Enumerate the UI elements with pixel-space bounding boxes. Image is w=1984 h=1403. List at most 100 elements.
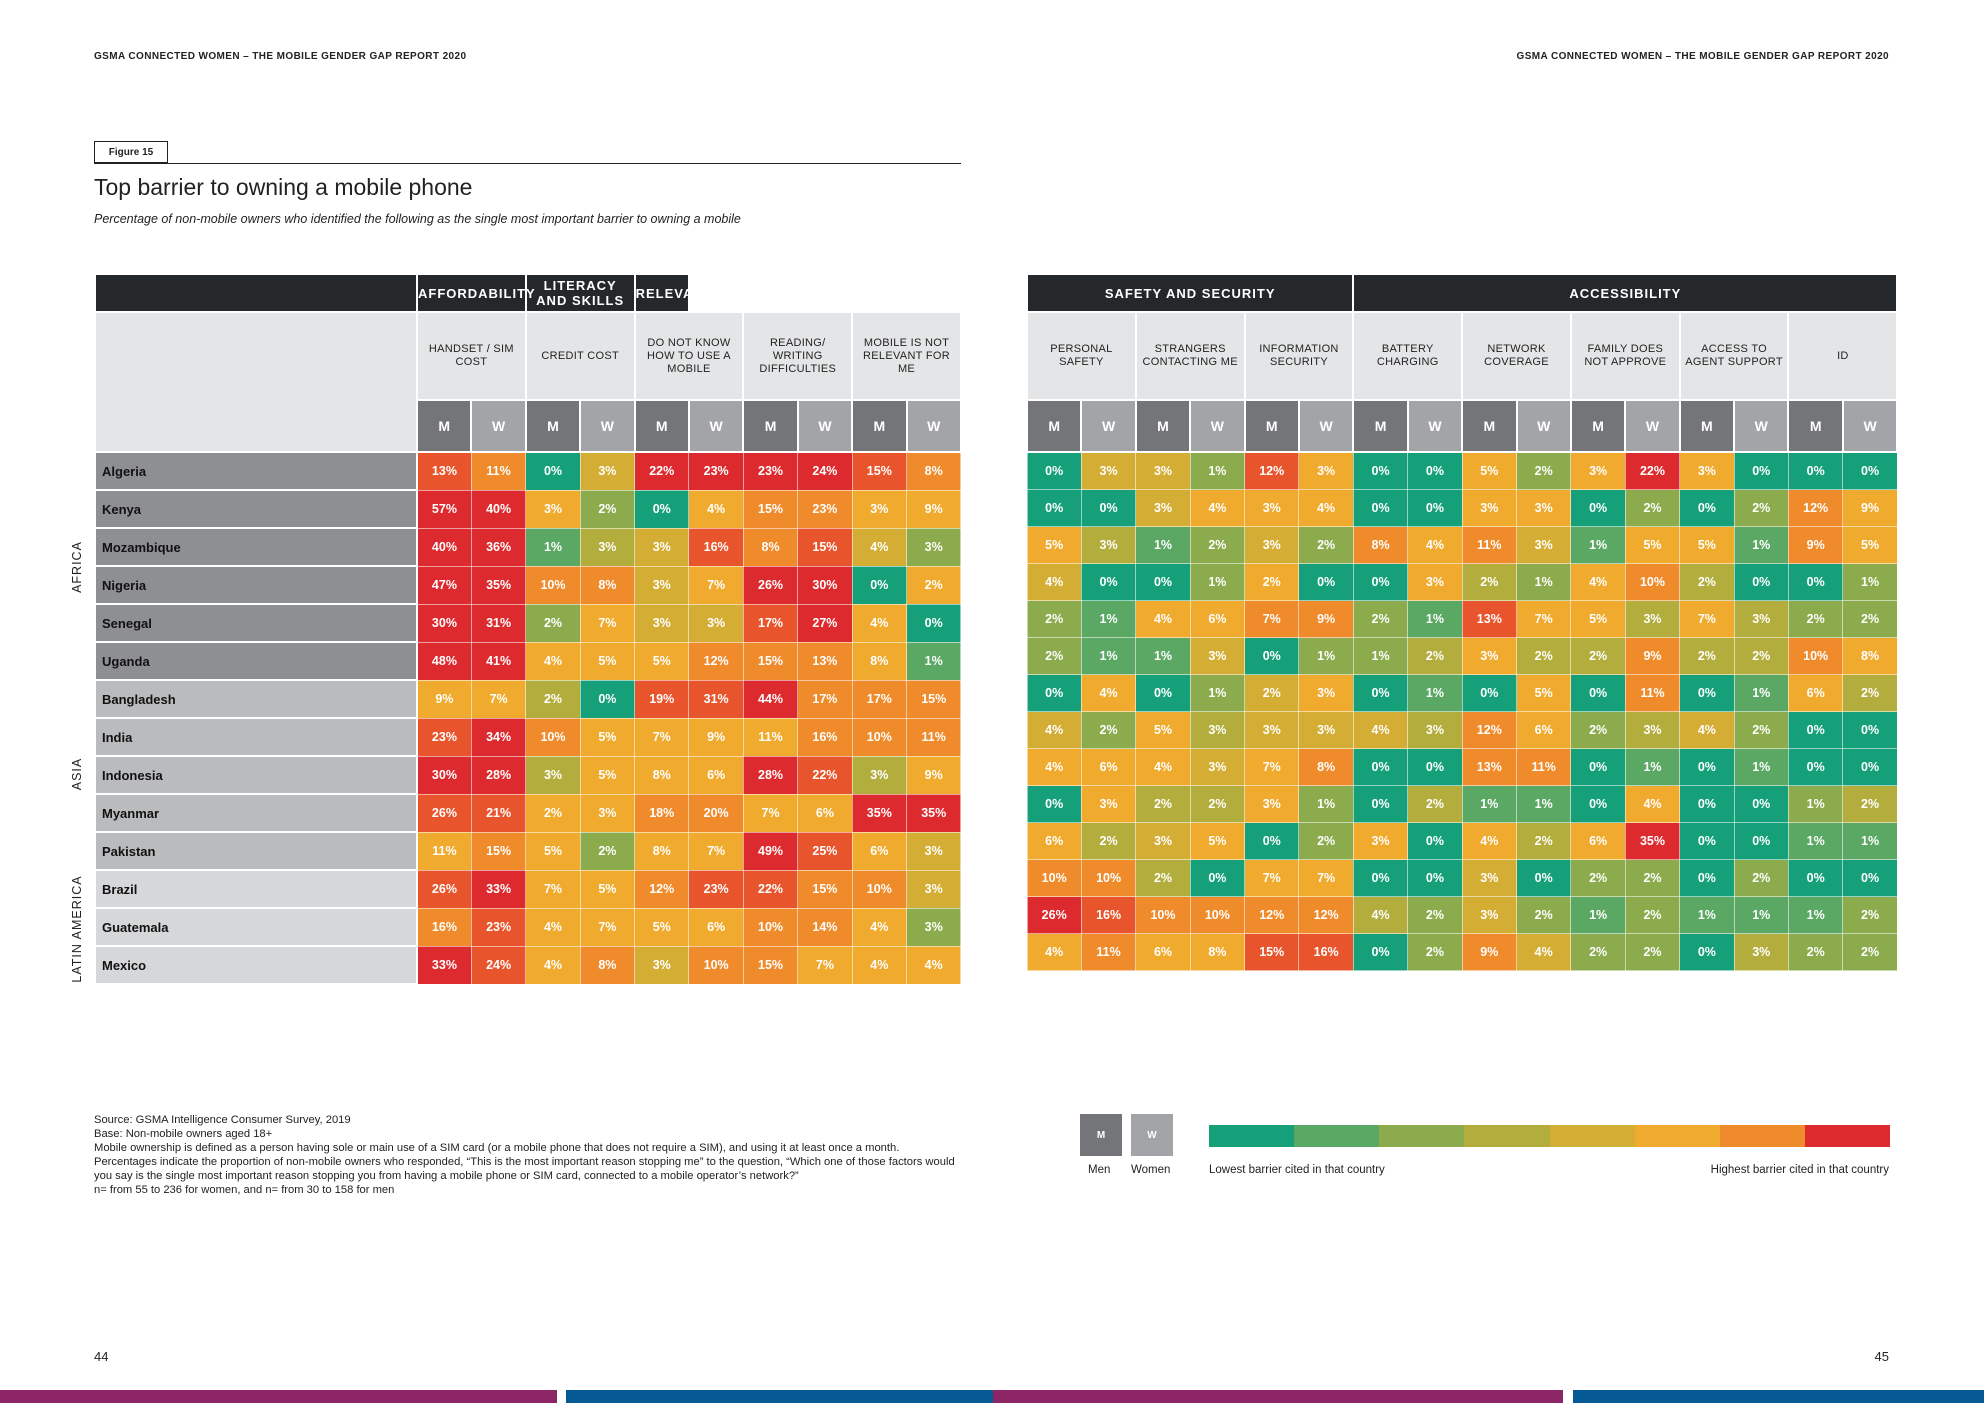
- heatmap-cell: 7%: [688, 565, 744, 605]
- heatmap-cell: 11%: [906, 717, 962, 757]
- heatmap-right: SAFETY AND SECURITY ACCESSIBILITY PERSON…: [1025, 273, 1899, 971]
- heatmap-cell: 24%: [470, 945, 527, 985]
- heatmap-cell: 5%: [1679, 526, 1735, 564]
- heatmap-cell: 8%: [851, 641, 908, 681]
- heatmap-cell: 4%: [1679, 711, 1735, 749]
- heatmap-cell: 5%: [1135, 711, 1191, 749]
- heatmap-cell: 10%: [742, 907, 799, 947]
- heatmap-cell: 0%: [1733, 822, 1789, 860]
- legend-high-label: Highest barrier cited in that country: [1710, 1164, 1889, 1176]
- heatmap-cell: 1%: [1461, 785, 1518, 823]
- heatmap-cell: 2%: [1244, 674, 1300, 712]
- heatmap-cell: 10%: [1135, 896, 1191, 934]
- heatmap-cell: 0%: [906, 603, 962, 643]
- heatmap-cell: 0%: [1570, 785, 1626, 823]
- gender-header-m: M: [524, 399, 582, 453]
- page-number-right: 45: [1874, 1349, 1889, 1364]
- heatmap-cell: 2%: [579, 831, 636, 871]
- heatmap-cell: 2%: [1516, 451, 1572, 490]
- table-row: Guatemala 16% 23% 4% 7% 5% 6% 10% 14% 4% 3%: [94, 907, 962, 947]
- gender-header-w: W: [1189, 399, 1246, 453]
- heatmap-cell: 1%: [1189, 563, 1246, 601]
- table-row: Senegal 30% 31% 2% 7% 3% 3% 17% 27% 4% 0%: [94, 603, 962, 643]
- heatmap-cell: 0%: [1026, 674, 1082, 712]
- heatmap-cell: 12%: [1461, 711, 1518, 749]
- heatmap-cell: 3%: [1461, 896, 1518, 934]
- heatmap-cell: 7%: [634, 717, 690, 757]
- heatmap-cell: 2%: [1733, 489, 1789, 527]
- note-percentages: Percentages indicate the proportion of n…: [94, 1156, 955, 1182]
- table-row: 4% 2% 5% 3% 3% 3% 4% 3% 12% 6% 2% 3% 4% 2% 0% 0%: [1026, 711, 1898, 749]
- barrier-access-to-agent-support: ACCESS TO AGENT SUPPORT: [1678, 311, 1790, 401]
- heatmap-cell: 12%: [1298, 896, 1354, 934]
- barrier-family-does-not-approve: FAMILY DOES NOT APPROVE: [1569, 311, 1681, 401]
- heatmap-cell: 5%: [1516, 674, 1572, 712]
- heatmap-cell: 5%: [1189, 822, 1246, 860]
- heatmap-cell: 0%: [1733, 451, 1789, 490]
- heatmap-cell: 5%: [579, 755, 636, 795]
- heatmap-cell: 15%: [797, 869, 853, 909]
- heatmap-cell: 3%: [1461, 859, 1518, 897]
- heatmap-cell: 2%: [525, 793, 581, 833]
- gender-header-w: W: [1406, 399, 1464, 453]
- heatmap-cell: 7%: [1679, 600, 1735, 638]
- heatmap-cell: 3%: [579, 451, 636, 491]
- heatmap-cell: 0%: [579, 679, 636, 719]
- table-row: Nigeria 47% 35% 10% 8% 3% 7% 26% 30% 0% 2%: [94, 565, 962, 605]
- heatmap-cell: 0%: [1026, 785, 1082, 823]
- heatmap-cell: 4%: [1461, 822, 1518, 860]
- heatmap-cell: 2%: [1842, 600, 1898, 638]
- barrier-network-coverage: NETWORK COVERAGE: [1461, 311, 1572, 401]
- heatmap-cell: 4%: [1570, 563, 1626, 601]
- legend-color-step: [1634, 1125, 1720, 1147]
- heatmap-cell: 31%: [688, 679, 744, 719]
- gender-header-w: W: [1515, 399, 1572, 453]
- heatmap-cell: 5%: [579, 869, 636, 909]
- gender-header-m: M: [1243, 399, 1300, 453]
- heatmap-cell: 11%: [1624, 674, 1681, 712]
- heatmap-cell: 4%: [525, 907, 581, 947]
- heatmap-cell: 10%: [1787, 637, 1844, 675]
- heatmap-cell: 9%: [1787, 526, 1844, 564]
- heatmap-cell: 0%: [1352, 859, 1409, 897]
- legend-women-box: W: [1131, 1114, 1173, 1156]
- heatmap-cell: 3%: [1298, 711, 1354, 749]
- heatmap-cell: 0%: [525, 451, 581, 491]
- heatmap-cell: 9%: [1298, 600, 1354, 638]
- heatmap-cell: 4%: [1352, 711, 1409, 749]
- heatmap-cell: 0%: [1787, 711, 1844, 749]
- gender-header-m: M: [1025, 399, 1083, 453]
- gender-header-m: M: [1352, 399, 1409, 453]
- heatmap-cell: 18%: [634, 793, 690, 833]
- heatmap-cell: 14%: [797, 907, 853, 947]
- note-sample-size: n= from 55 to 236 for women, and n= from…: [94, 1184, 395, 1196]
- heatmap-cell: 1%: [525, 527, 581, 567]
- legend-color-step: [1804, 1125, 1890, 1147]
- heatmap-cell: 8%: [579, 945, 636, 985]
- heatmap-cell: 4%: [1026, 748, 1082, 786]
- heatmap-cell: 4%: [525, 641, 581, 681]
- gender-header-m: M: [633, 399, 690, 453]
- gender-header-m: M: [851, 399, 908, 453]
- heatmap-cell: 23%: [688, 869, 744, 909]
- heatmap-cell: 30%: [416, 755, 472, 795]
- heatmap-cell: 3%: [1352, 822, 1409, 860]
- heatmap-cell: 28%: [470, 755, 527, 795]
- heatmap-cell: 7%: [525, 869, 581, 909]
- heatmap-cell: 0%: [1461, 674, 1518, 712]
- barrier-handset-sim-cost: HANDSET / SIM COST: [416, 311, 527, 401]
- bottom-bar-magenta-right: [993, 1390, 1563, 1403]
- heatmap-cell: 15%: [906, 679, 962, 719]
- heatmap-cell: 1%: [1298, 637, 1354, 675]
- heatmap-cell: 22%: [742, 869, 799, 909]
- heatmap-cell: 3%: [1516, 526, 1572, 564]
- heatmap-cell: 0%: [1244, 637, 1300, 675]
- heatmap-cell: 3%: [1461, 489, 1518, 527]
- heatmap-cell: 4%: [1080, 674, 1137, 712]
- heatmap-cell: 47%: [416, 565, 472, 605]
- heatmap-cell: 7%: [579, 603, 636, 643]
- heatmap-cell: 2%: [1516, 896, 1572, 934]
- table-row: 2% 1% 1% 3% 0% 1% 1% 2% 3% 2% 2% 9% 2% 2% 10% 8%: [1026, 637, 1898, 675]
- heatmap-cell: 4%: [1624, 785, 1681, 823]
- heatmap-cell: 2%: [1733, 711, 1789, 749]
